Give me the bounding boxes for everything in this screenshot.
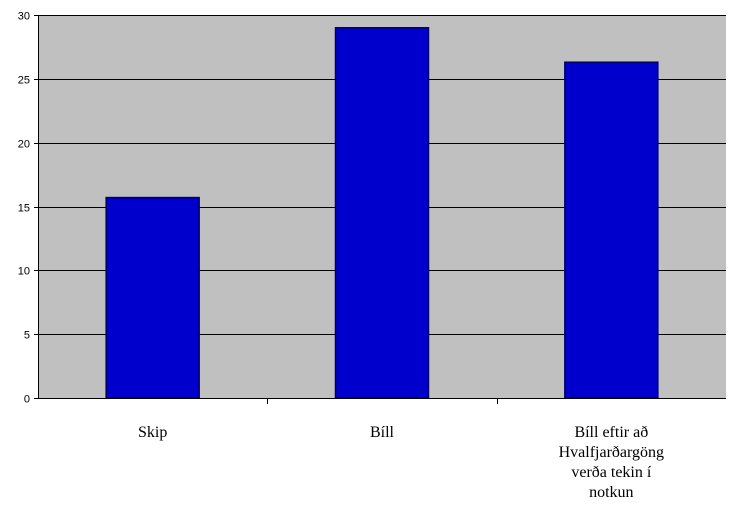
- x-category-label: Bíll: [287, 423, 477, 443]
- x-category-label-line: Bíll: [369, 424, 394, 441]
- y-tick-label: 20: [18, 139, 30, 151]
- bar-1: [334, 27, 430, 399]
- y-tick-label: 0: [24, 394, 30, 406]
- y-tick-label: 10: [18, 266, 30, 278]
- y-tick-label: 15: [18, 203, 30, 215]
- y-tick-label: 5: [24, 330, 30, 342]
- bar-2: [564, 61, 659, 399]
- y-axis-ticks: 0 5 10 15 20 25 30: [18, 11, 38, 406]
- x-category-label-line: Hvalfjarðargöng: [558, 444, 665, 461]
- axes: [38, 15, 726, 404]
- y-tick-label: 25: [18, 75, 30, 87]
- x-category-label-line: notkun: [589, 484, 634, 501]
- y-tick-label: 30: [18, 11, 30, 23]
- x-category-label-line: verða tekin í: [571, 464, 652, 481]
- x-category-label-line: Skip: [137, 424, 168, 441]
- x-category-label-line: Bíll eftir að: [574, 424, 649, 441]
- x-category-label: Skip: [58, 423, 248, 443]
- x-category-label: Bíll eftir að Hvalfjarðargöng verða tekin …: [516, 423, 706, 503]
- bar-0: [105, 196, 200, 399]
